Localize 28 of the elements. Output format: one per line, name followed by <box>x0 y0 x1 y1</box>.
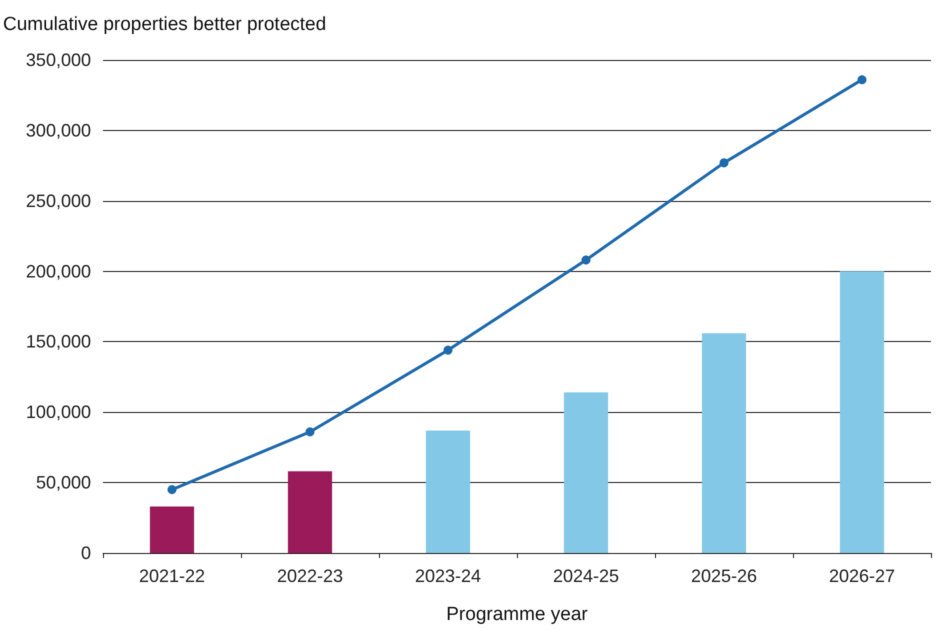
bar <box>564 392 608 553</box>
y-tick-label: 300,000 <box>26 120 91 140</box>
y-tick-label: 50,000 <box>36 472 91 493</box>
x-tick-label: 2025-26 <box>690 566 758 586</box>
y-tick-label: 350,000 <box>26 50 91 70</box>
point <box>582 256 590 265</box>
bar <box>840 271 884 553</box>
y-tick-label: 200,000 <box>26 261 91 282</box>
y-tick-label: 150,000 <box>26 332 91 352</box>
x-tick-label: 2022-23 <box>276 566 344 586</box>
x-tick-label: 2026-27 <box>828 566 896 586</box>
point <box>720 158 728 168</box>
x-tick-label: 2021-22 <box>138 566 206 586</box>
point <box>168 485 176 494</box>
point <box>444 346 452 355</box>
x-axis-title: Programme year <box>446 604 588 625</box>
bar <box>288 471 332 553</box>
x-tick-label: 2023-24 <box>414 566 482 586</box>
point <box>306 427 314 436</box>
point <box>858 75 866 84</box>
y-tick-label: 250,000 <box>26 190 91 211</box>
bar <box>150 506 194 553</box>
x-tick-label: 2024-25 <box>552 566 620 586</box>
y-tick-label: 100,000 <box>26 402 91 422</box>
y-axis-title: Cumulative properties better protected <box>3 14 326 35</box>
y-tick-label: 0 <box>80 543 91 563</box>
bar <box>426 430 470 553</box>
bar <box>702 333 746 553</box>
